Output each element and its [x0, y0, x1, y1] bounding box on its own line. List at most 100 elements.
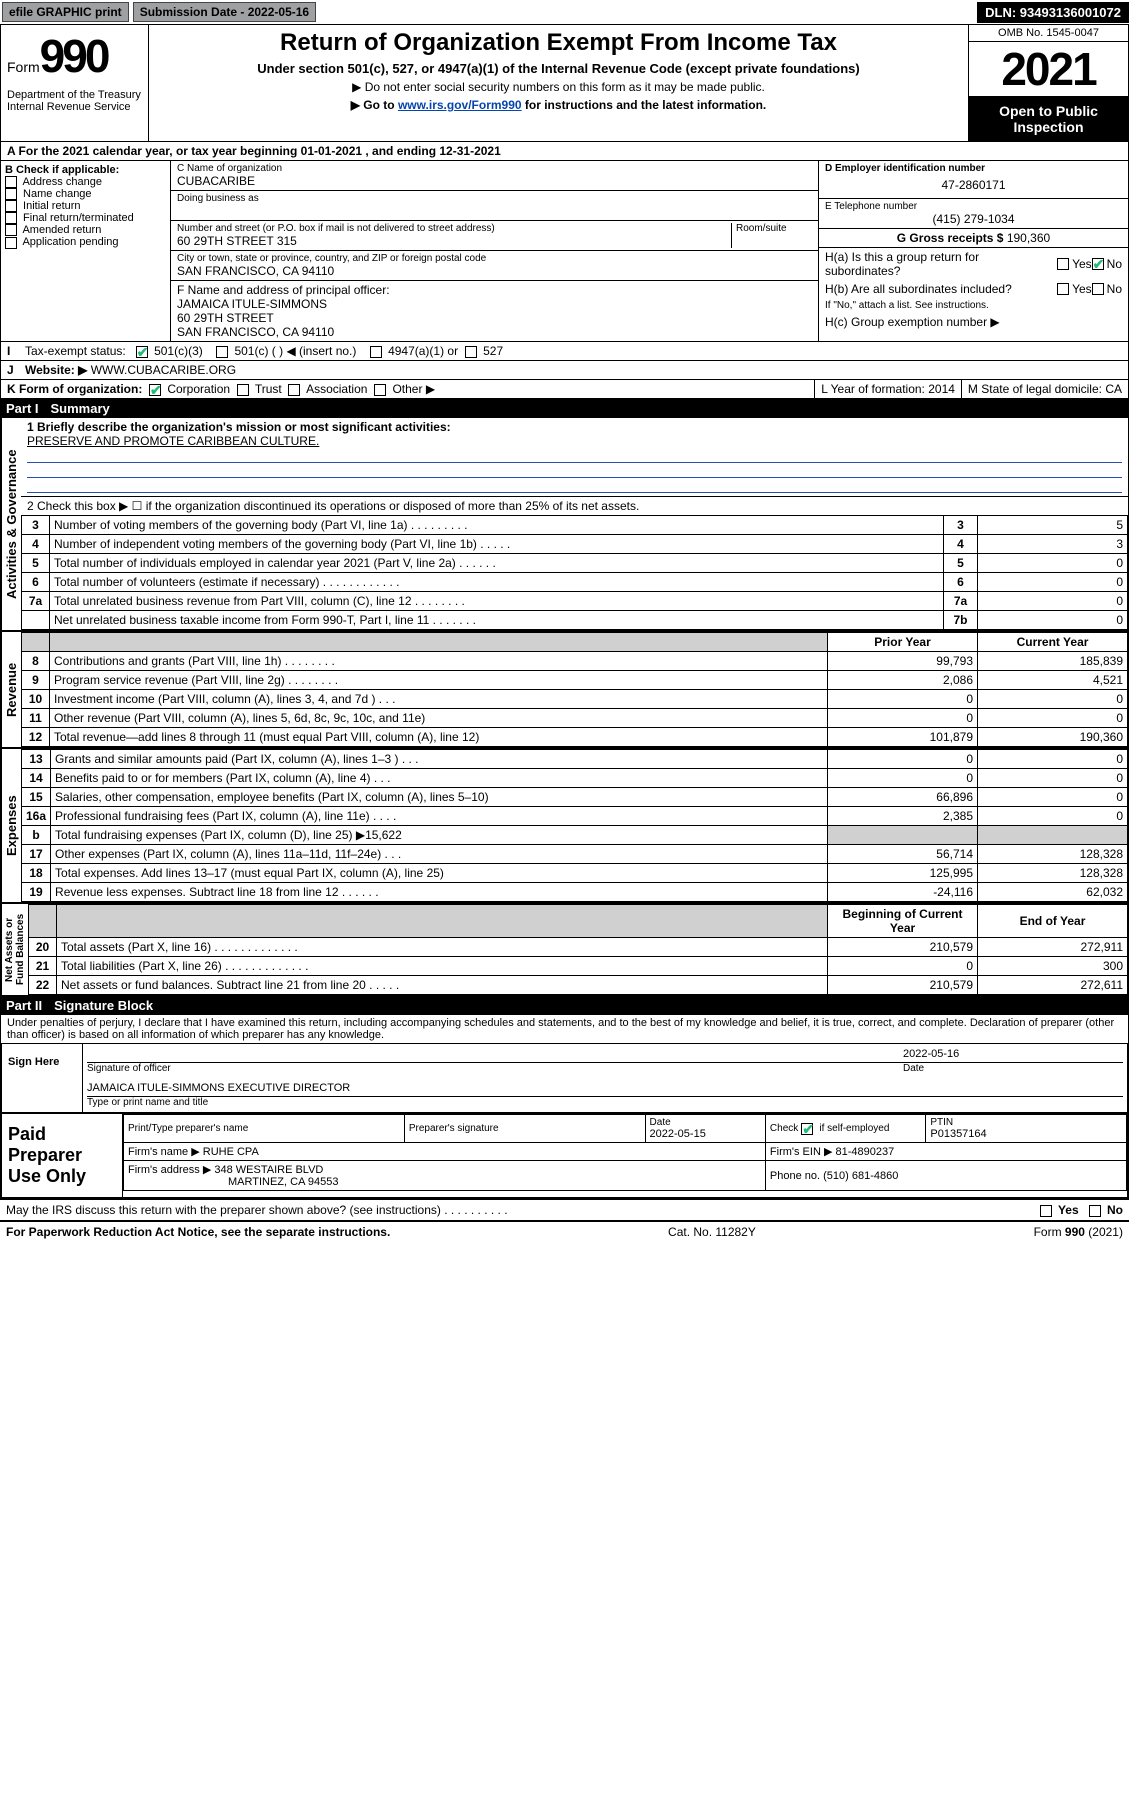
row-j: J Website: ▶ WWW.CUBACARIBE.ORG [0, 361, 1129, 380]
part1-title: Part I [6, 401, 39, 416]
hb-no-checkbox[interactable] [1092, 283, 1104, 295]
discuss-no-checkbox[interactable] [1089, 1205, 1101, 1217]
hdr-spacer [29, 905, 57, 938]
sign-date: 2022-05-16 [903, 1048, 1123, 1063]
omb-number: OMB No. 1545-0047 [969, 25, 1128, 42]
section-b-checkbox[interactable] [5, 200, 17, 212]
section-b-checkbox[interactable] [5, 224, 17, 236]
corp-checkbox[interactable] [149, 384, 161, 396]
hb-label: H(b) Are all subordinates included? [825, 282, 1057, 296]
activities-governance-tab: Activities & Governance [1, 418, 21, 630]
line-number: 3 [22, 516, 50, 535]
part2-header: Part II Signature Block [0, 996, 1129, 1015]
revenue-section: Revenue Prior YearCurrent Year8Contribut… [0, 630, 1129, 747]
form-subtitle-3: ▶ Go to www.irs.gov/Form990 for instruct… [153, 98, 964, 112]
paperwork-notice: For Paperwork Reduction Act Notice, see … [6, 1225, 390, 1239]
line-label: Net unrelated business taxable income fr… [50, 611, 944, 630]
line1-label: 1 Briefly describe the organization's mi… [27, 420, 1122, 434]
prep-check-post: if self-employed [819, 1123, 889, 1134]
goto-post: for instructions and the latest informat… [522, 98, 767, 112]
signature-line[interactable] [87, 1048, 903, 1063]
hb-yes-checkbox[interactable] [1057, 283, 1069, 295]
city-label: City or town, state or province, country… [177, 253, 812, 264]
firm-phone: (510) 681-4860 [823, 1170, 898, 1182]
form-number-cell: Form990 Department of the Treasury Inter… [1, 25, 149, 141]
line-number: 12 [22, 728, 50, 747]
phone-label: E Telephone number [825, 201, 1122, 212]
org-city: SAN FRANCISCO, CA 94110 [177, 264, 812, 278]
prior-year-value: 0 [828, 690, 978, 709]
firm-ein: 81-4890237 [835, 1146, 894, 1158]
line-number: 4 [22, 535, 50, 554]
line-label: Total unrelated business revenue from Pa… [50, 592, 944, 611]
prior-year-value: 2,385 [828, 807, 978, 826]
expenses-table: 13Grants and similar amounts paid (Part … [21, 749, 1128, 902]
501c3-checkbox[interactable] [136, 346, 148, 358]
hdr-spacer [57, 905, 828, 938]
501c-label: 501(c) ( ) ◀ (insert no.) [234, 344, 356, 358]
line-label: Total expenses. Add lines 13–17 (must eq… [51, 864, 828, 883]
current-year-value: 128,328 [978, 864, 1128, 883]
perjury-text: Under penalties of perjury, I declare th… [0, 1015, 1129, 1044]
part2-subtitle: Signature Block [54, 998, 153, 1013]
self-employed-checkbox[interactable] [801, 1123, 813, 1135]
ptin-value: P01357164 [930, 1128, 1122, 1140]
line-label: Benefits paid to or for members (Part IX… [51, 769, 828, 788]
cat-number: Cat. No. 11282Y [668, 1225, 756, 1239]
efile-button[interactable]: efile GRAPHIC print [2, 2, 129, 22]
section-b-checkbox[interactable] [5, 176, 17, 188]
line-box: 6 [944, 573, 978, 592]
prior-year-value: 210,579 [828, 976, 978, 995]
ha-yes-checkbox[interactable] [1057, 258, 1069, 270]
form-header: Form990 Department of the Treasury Inter… [0, 25, 1129, 142]
line-label: Total number of individuals employed in … [50, 554, 944, 573]
discuss-yes-label: Yes [1058, 1203, 1079, 1217]
current-year-value: 128,328 [978, 845, 1128, 864]
assoc-checkbox[interactable] [288, 384, 300, 396]
current-year-value: 0 [978, 709, 1128, 728]
mission-line [27, 449, 1122, 463]
gross-value: 190,360 [1007, 231, 1050, 245]
prep-name-hdr: Print/Type preparer's name [128, 1123, 400, 1134]
section-b-checkbox[interactable] [5, 212, 17, 224]
submission-date-button[interactable]: Submission Date - 2022-05-16 [133, 2, 316, 22]
prior-year-value: 125,995 [828, 864, 978, 883]
line-label: Program service revenue (Part VIII, line… [50, 671, 828, 690]
4947-checkbox[interactable] [370, 346, 382, 358]
501c3-label: 501(c)(3) [154, 344, 203, 358]
prior-year-value: 66,896 [828, 788, 978, 807]
room-label: Room/suite [732, 223, 812, 248]
current-year-value: 190,360 [978, 728, 1128, 747]
527-checkbox[interactable] [465, 346, 477, 358]
line-number: 14 [22, 769, 51, 788]
instructions-link[interactable]: www.irs.gov/Form990 [398, 98, 522, 112]
current-year-value: 0 [978, 788, 1128, 807]
section-b-checkbox[interactable] [5, 237, 17, 249]
signer-name-title: JAMAICA ITULE-SIMMONS EXECUTIVE DIRECTOR [87, 1082, 1123, 1097]
527-label: 527 [483, 344, 503, 358]
current-year-value: 0 [978, 690, 1128, 709]
section-b-option: Initial return [5, 200, 166, 212]
ha-no-checkbox[interactable] [1092, 258, 1104, 270]
part1-body: Activities & Governance 1 Briefly descri… [0, 418, 1129, 630]
section-b: B Check if applicable: Address change Na… [1, 161, 171, 341]
501c-checkbox[interactable] [216, 346, 228, 358]
line-number: 19 [22, 883, 51, 902]
paid-preparer-label: Paid Preparer Use Only [2, 1114, 122, 1197]
discuss-yes-checkbox[interactable] [1040, 1205, 1052, 1217]
website-url: WWW.CUBACARIBE.ORG [91, 363, 236, 377]
prior-year-value: 2,086 [828, 671, 978, 690]
current-year-value: 300 [978, 957, 1128, 976]
other-checkbox[interactable] [374, 384, 386, 396]
officer-addr2: SAN FRANCISCO, CA 94110 [177, 325, 812, 339]
section-b-checkbox[interactable] [5, 188, 17, 200]
line-number: 16a [22, 807, 51, 826]
period-row: A For the 2021 calendar year, or tax yea… [0, 142, 1129, 161]
mission-line [27, 479, 1122, 493]
firm-name: RUHE CPA [203, 1146, 259, 1158]
expenses-tab: Expenses [1, 749, 21, 902]
trust-checkbox[interactable] [237, 384, 249, 396]
discuss-question: May the IRS discuss this return with the… [6, 1203, 508, 1217]
prep-sig-hdr: Preparer's signature [409, 1123, 641, 1134]
firm-addr1: 348 WESTAIRE BLVD [214, 1164, 323, 1176]
